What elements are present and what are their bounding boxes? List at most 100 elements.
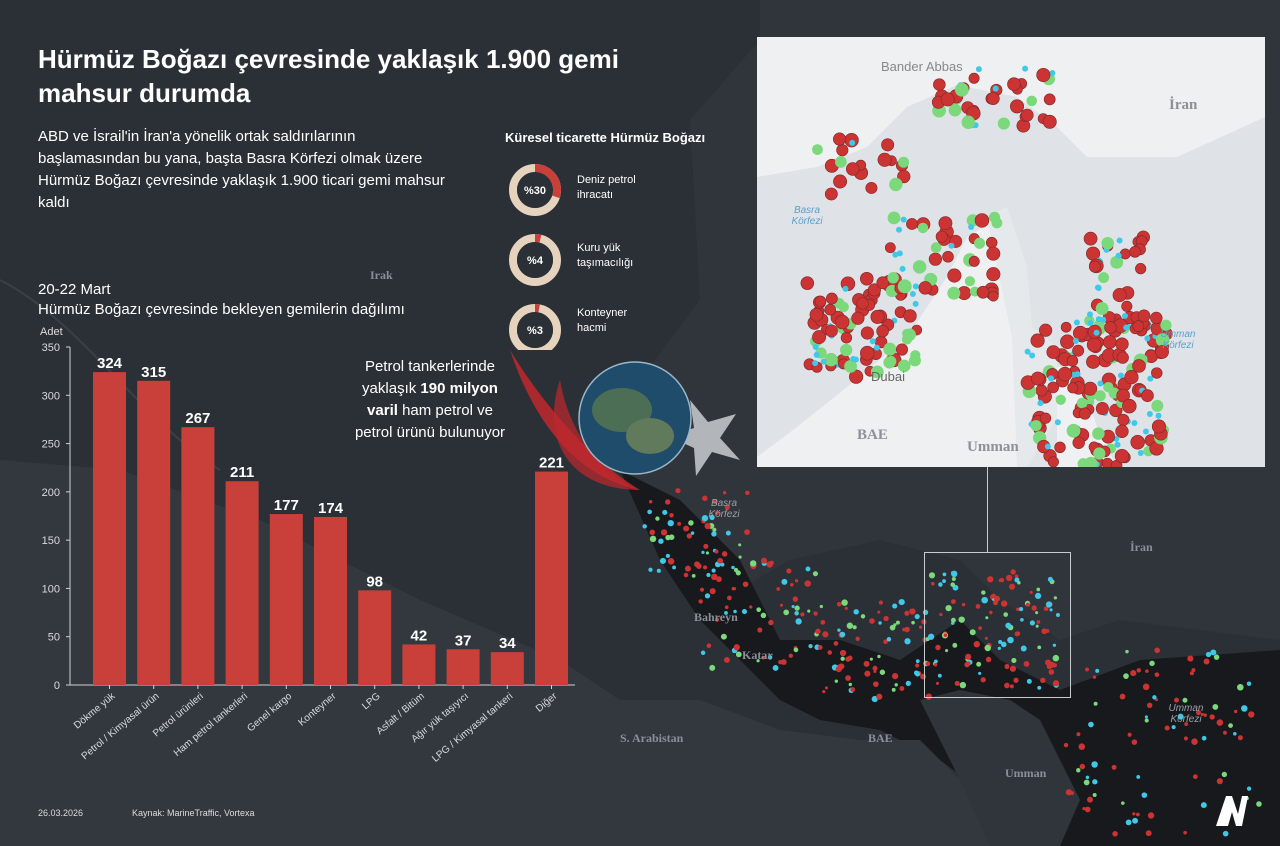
donut-label-2-line2: hacmi: [577, 322, 607, 334]
ship-marker-icon: [658, 538, 664, 544]
chart-description: Hürmüz Boğazı çevresinde bekleyen gemile…: [38, 301, 405, 318]
ship-marker-icon: [813, 611, 818, 616]
ship-marker-icon: [1203, 713, 1207, 717]
ship-marker-icon: [1086, 337, 1102, 353]
donut-value-1: %4: [527, 255, 544, 267]
ship-marker-icon: [879, 669, 886, 675]
ship-marker-icon: [769, 560, 774, 565]
ship-marker-icon: [909, 290, 916, 297]
ship-marker-icon: [1005, 622, 1012, 629]
ship-marker-icon: [913, 670, 919, 676]
turkey-flag-globe-decoration: [510, 350, 740, 490]
ship-marker-icon: [711, 568, 716, 573]
ship-marker-icon: [1036, 620, 1041, 624]
inset-label-bander-abbas: Bander Abbas: [881, 59, 963, 74]
ship-marker-icon: [1044, 443, 1051, 450]
ship-marker-icon: [872, 665, 878, 671]
map-label-umman: Umman: [1005, 766, 1047, 780]
ship-marker-icon: [1171, 725, 1176, 730]
ship-marker-icon: [1073, 325, 1088, 341]
ship-marker-icon: [767, 655, 773, 660]
ship-marker-icon: [1009, 684, 1014, 689]
ship-marker-icon: [1112, 288, 1127, 303]
ship-marker-icon: [812, 144, 823, 155]
ship-marker-icon: [845, 656, 851, 662]
ship-marker-icon: [800, 276, 815, 290]
ship-marker-icon: [904, 626, 910, 633]
ship-marker-icon: [1076, 768, 1081, 773]
note-post: ham petrol ve petrol ürünü bulunuyor: [354, 402, 506, 441]
bar-value-label-0: 324: [97, 355, 123, 372]
ship-marker-icon: [690, 531, 695, 535]
ship-marker-icon: [691, 574, 696, 578]
ship-marker-icon: [921, 619, 927, 625]
donut-fill-1: [509, 234, 561, 286]
ship-marker-icon: [1085, 775, 1090, 780]
ship-marker-icon: [942, 572, 947, 577]
ship-marker-icon: [724, 504, 730, 510]
trade-share-title: Küresel ticarette Hürmüz Boğazı: [505, 130, 706, 145]
ship-marker-icon: [745, 490, 750, 496]
ship-marker-icon: [945, 649, 949, 653]
ship-marker-icon: [1088, 260, 1101, 273]
ship-marker-icon: [820, 619, 826, 625]
ship-marker-icon: [1082, 806, 1086, 811]
ship-marker-icon: [873, 669, 877, 673]
ship-marker-icon: [761, 557, 768, 564]
ship-marker-icon: [1233, 731, 1237, 736]
y-tick-label-4: 200: [42, 487, 60, 499]
donut-hole-0: [517, 172, 553, 208]
ship-marker-icon: [1010, 569, 1016, 575]
ship-marker-icon: [897, 359, 911, 373]
ship-marker-icon: [733, 609, 737, 614]
ship-marker-icon: [986, 92, 1000, 106]
ship-marker-icon: [834, 314, 850, 330]
note-pre: Petrol tankerlerinde yaklaşık: [362, 358, 496, 397]
ship-marker-icon: [985, 616, 989, 620]
ship-marker-icon: [1072, 344, 1085, 357]
ship-marker-icon: [1036, 587, 1041, 592]
ship-marker-icon: [1182, 697, 1188, 703]
map-label-iran: İran: [1130, 540, 1153, 554]
ship-marker-icon: [715, 617, 720, 622]
ship-marker-icon: [1123, 324, 1130, 331]
ship-marker-icon: [1014, 574, 1019, 579]
ship-marker-icon: [1067, 382, 1079, 394]
ship-marker-icon: [948, 103, 962, 117]
category-label-6: LPG: [360, 691, 383, 712]
ship-marker-icon: [1087, 796, 1093, 803]
map-label-umman-korfezi: Umman Körfezi: [1168, 703, 1204, 725]
ship-marker-icon: [712, 527, 717, 532]
ship-marker-icon: [844, 606, 848, 611]
ship-marker-icon: [1100, 316, 1107, 323]
ship-marker-icon: [1127, 732, 1132, 737]
ship-marker-icon: [1246, 681, 1252, 686]
ship-marker-icon: [918, 281, 932, 295]
ship-marker-icon: [1174, 697, 1179, 703]
ship-marker-icon: [1030, 371, 1045, 386]
ship-marker-icon: [1003, 612, 1009, 617]
ship-marker-icon: [1045, 659, 1052, 666]
donut-label-0: Deniz petrol ihracatı: [577, 173, 636, 203]
ship-marker-icon: [864, 670, 871, 677]
ship-marker-icon: [1072, 337, 1079, 344]
ship-marker-icon: [698, 599, 703, 604]
ship-marker-icon: [1025, 602, 1031, 607]
ship-marker-icon: [937, 673, 942, 678]
ship-marker-icon: [1092, 675, 1097, 679]
ship-marker-icon: [686, 533, 693, 539]
ship-marker-icon: [845, 162, 860, 176]
ship-marker-icon: [935, 644, 941, 651]
ship-marker-icon: [1116, 351, 1129, 364]
donut-hole-1: [517, 242, 553, 278]
ship-marker-icon: [950, 617, 956, 623]
ship-marker-icon: [662, 509, 668, 516]
ship-marker-icon: [898, 598, 905, 606]
ship-marker-icon: [845, 675, 851, 681]
ship-marker-icon: [720, 562, 725, 567]
ship-marker-icon: [1195, 709, 1202, 716]
ship-marker-icon: [1223, 730, 1227, 735]
note-bold: 190 milyon varil: [367, 380, 498, 419]
ship-marker-icon: [1011, 657, 1017, 664]
